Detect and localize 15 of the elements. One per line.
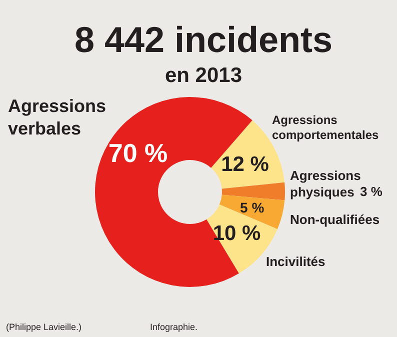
text: (Philippe Lavieille.)	[6, 322, 82, 332]
text: Infographie.	[150, 322, 198, 332]
data-label: 3 %	[360, 184, 383, 199]
donut-slice	[222, 182, 285, 200]
data-label: 5 %	[240, 199, 265, 216]
chart-title: 8 442 incidents	[74, 19, 333, 60]
data-label: 12 %	[221, 152, 270, 176]
chart-subtitle: en 2013	[164, 64, 242, 87]
slice-label: Incivilités	[266, 254, 326, 269]
slice-label: Agressions physiques	[290, 168, 361, 200]
slice-label: Non-qualifiées	[290, 212, 380, 227]
slice-label: Agressions verbales	[8, 96, 106, 138]
data-label: 70 %	[108, 138, 168, 168]
data-label: 10 %	[212, 222, 262, 246]
slice-label: Agressions comportementales	[272, 113, 380, 142]
